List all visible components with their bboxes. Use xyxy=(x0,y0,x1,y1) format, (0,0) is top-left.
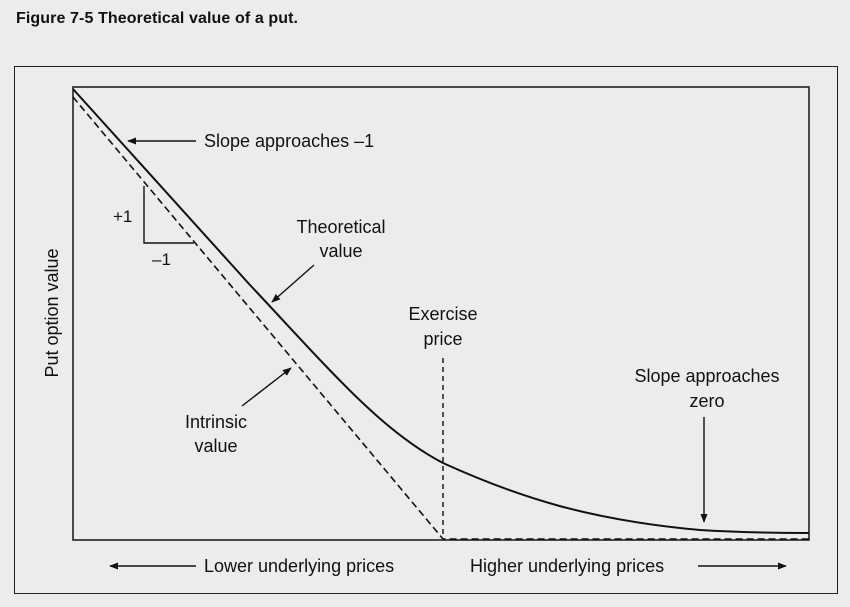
slope-zero-label-line2: zero xyxy=(689,391,724,411)
rise-label: +1 xyxy=(113,207,132,226)
theoretical-label-line1: Theoretical xyxy=(296,217,385,237)
y-axis-label: Put option value xyxy=(42,248,62,377)
plot-area xyxy=(72,86,810,541)
intrinsic-value-line xyxy=(72,96,809,540)
slope-triangle xyxy=(143,186,194,244)
theoretical-value-curve xyxy=(72,88,810,534)
figure-frame xyxy=(14,66,838,594)
theoretical-arrow xyxy=(271,264,315,303)
run-label: –1 xyxy=(152,250,171,269)
exercise-label-line2: price xyxy=(423,329,462,349)
slope-zero-label-line1: Slope approaches xyxy=(634,366,779,386)
slope-minus-one-label: Slope approaches –1 xyxy=(204,131,374,151)
intrinsic-label-line2: value xyxy=(194,436,237,456)
exercise-label-line1: Exercise xyxy=(408,304,477,324)
x-axis-label-left: Lower underlying prices xyxy=(204,556,394,576)
figure-caption: Figure 7-5 Theoretical value of a put. xyxy=(16,10,299,27)
x-axis-label-right: Higher underlying prices xyxy=(470,556,664,576)
theoretical-label-line2: value xyxy=(319,241,362,261)
intrinsic-arrow xyxy=(241,367,292,407)
intrinsic-label-line1: Intrinsic xyxy=(185,412,247,432)
